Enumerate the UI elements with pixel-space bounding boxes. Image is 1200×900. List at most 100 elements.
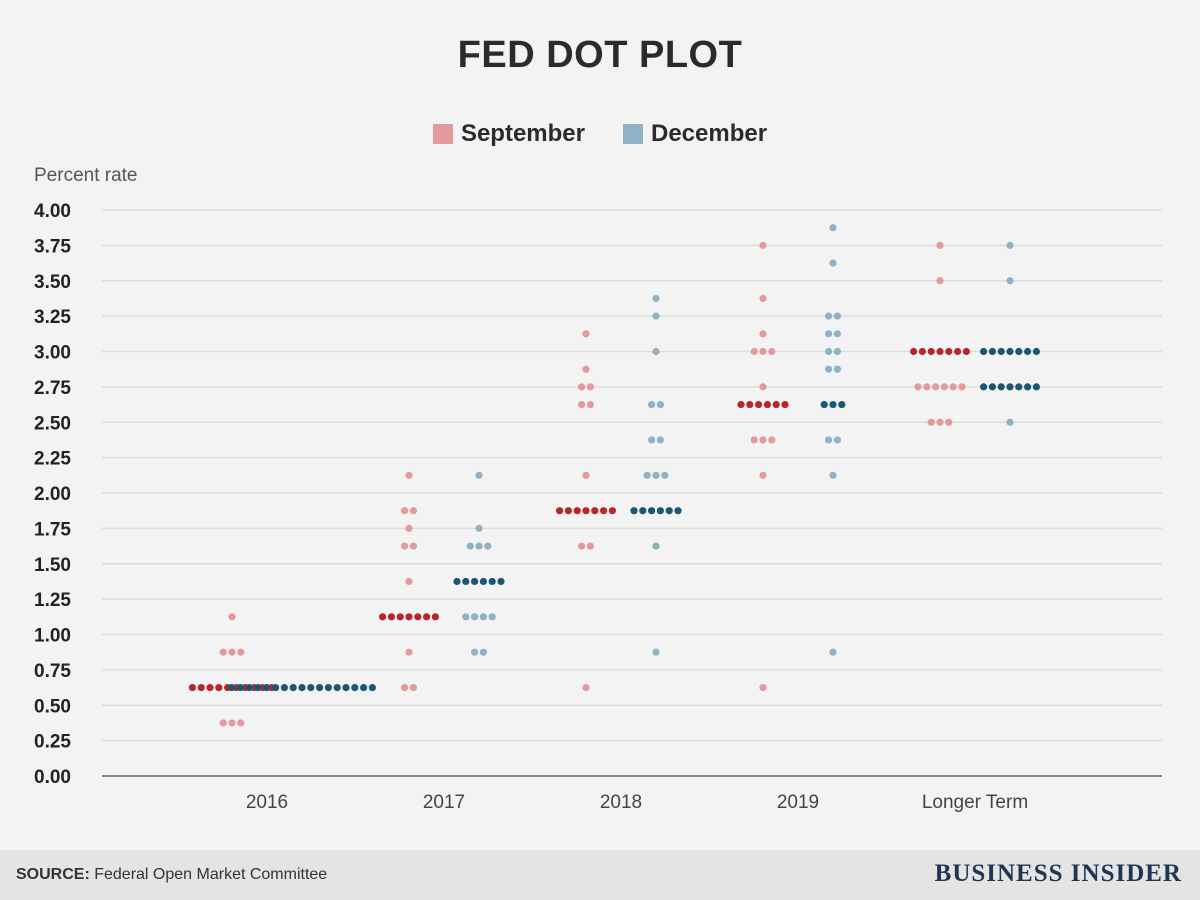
legend-item-september: September — [432, 120, 585, 148]
dot-december — [324, 683, 332, 692]
dot-december — [665, 507, 673, 515]
dot-december — [1032, 383, 1040, 391]
dot-september — [927, 347, 935, 356]
dot-september — [910, 347, 918, 356]
dot-september — [759, 241, 767, 249]
y-tick-label: 3.50 — [34, 272, 71, 293]
source-note: SOURCE: Federal Open Market Committee — [16, 866, 327, 884]
dot-december — [825, 436, 833, 444]
dot-september — [591, 507, 599, 515]
y-tick-label: 1.75 — [34, 519, 71, 540]
dot-december — [833, 365, 842, 373]
dot-december — [829, 259, 837, 267]
x-tick-label: 2018 — [600, 792, 642, 813]
dot-december — [316, 683, 324, 692]
legend-label-december: December — [650, 120, 768, 147]
dot-december — [484, 542, 492, 550]
dot-december — [652, 542, 660, 550]
y-tick-label: 1.00 — [34, 626, 71, 647]
dot-december — [652, 294, 660, 303]
dot-september — [228, 613, 236, 621]
dot-december — [289, 683, 297, 692]
y-tick-label: 4.00 — [34, 201, 71, 222]
legend-swatch-december — [622, 124, 643, 144]
dot-september — [586, 542, 595, 550]
dot-december — [829, 471, 837, 479]
dot-december — [479, 648, 487, 656]
dot-december — [997, 347, 1005, 356]
dot-september — [387, 613, 395, 621]
dot-december — [333, 683, 341, 692]
x-tick-label: Longer Term — [922, 792, 1028, 813]
dot-september — [556, 507, 564, 515]
dot-september — [772, 400, 780, 409]
dot-september — [936, 277, 944, 285]
legend-swatch-september — [432, 124, 453, 144]
dot-december — [825, 330, 833, 338]
dot-september — [405, 648, 413, 656]
dot-september — [219, 648, 227, 656]
dot-september — [409, 542, 417, 550]
dot-december — [1006, 418, 1014, 426]
dot-december — [980, 347, 988, 356]
y-tick-label: 0.50 — [34, 696, 71, 717]
dot-september — [582, 683, 590, 692]
dot-september — [409, 507, 417, 515]
dot-september — [763, 400, 772, 409]
dot-september — [215, 683, 223, 692]
dot-december — [228, 683, 236, 692]
dot-september — [746, 400, 754, 409]
dot-september — [582, 330, 590, 338]
dot-september — [755, 400, 763, 409]
dot-december — [825, 347, 833, 356]
dot-december — [1024, 383, 1032, 391]
dot-september — [750, 436, 758, 444]
y-tick-label: 0.00 — [34, 767, 71, 788]
dot-september — [573, 507, 581, 515]
dot-december — [639, 507, 647, 515]
dot-december — [652, 471, 660, 479]
dot-december — [1024, 347, 1032, 356]
dot-december — [1006, 277, 1014, 285]
dot-december — [236, 683, 244, 692]
dot-september — [188, 683, 196, 692]
dot-september — [582, 365, 590, 373]
dot-december — [648, 507, 656, 515]
dot-december — [254, 683, 262, 692]
dot-september — [940, 383, 949, 391]
dot-december — [1006, 383, 1014, 391]
dot-december — [988, 347, 997, 356]
dot-september — [759, 330, 767, 338]
dot-september — [228, 719, 236, 727]
dot-september — [582, 471, 590, 479]
dot-december — [980, 383, 988, 391]
dot-december — [280, 683, 288, 692]
dot-december — [263, 683, 271, 692]
dot-september — [954, 347, 962, 356]
dot-december — [656, 507, 665, 515]
dot-december — [479, 613, 487, 621]
legend: September December — [0, 120, 1200, 148]
dot-september — [914, 383, 922, 391]
dot-september — [927, 418, 935, 426]
y-tick-label: 0.75 — [34, 661, 71, 682]
footer: SOURCE: Federal Open Market Committee BU… — [0, 850, 1200, 900]
dot-september — [936, 241, 944, 249]
dot-september — [414, 613, 422, 621]
dot-december — [997, 383, 1005, 391]
dot-september — [962, 347, 971, 356]
dot-september — [578, 542, 586, 550]
y-tick-label: 0.25 — [34, 732, 71, 753]
dot-december — [475, 542, 483, 550]
dot-december — [475, 524, 483, 532]
y-tick-label: 2.25 — [34, 449, 71, 470]
dot-december — [648, 400, 656, 409]
dot-september — [586, 383, 595, 391]
y-tick-label: 3.25 — [34, 307, 71, 328]
dot-september — [423, 613, 431, 621]
dot-december — [829, 648, 837, 656]
dot-september — [228, 648, 236, 656]
dot-december — [479, 577, 487, 586]
dot-december — [833, 312, 842, 320]
dot-december — [1006, 347, 1014, 356]
